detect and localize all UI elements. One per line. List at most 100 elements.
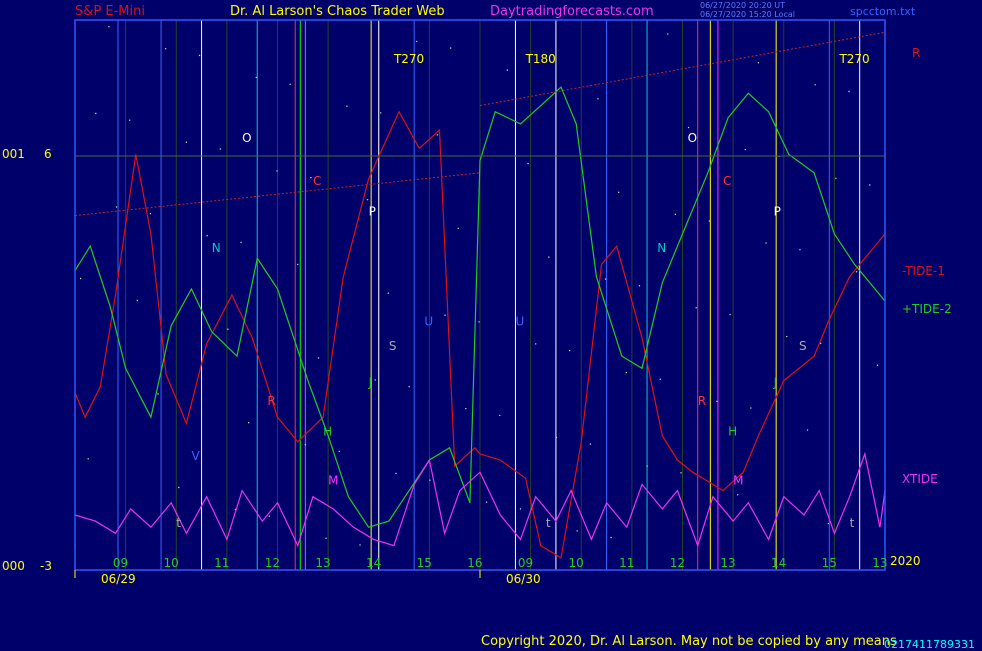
trail-dot: [610, 536, 612, 539]
hour-tick-label: 13: [872, 556, 887, 570]
hour-tick-label: 09: [518, 556, 533, 570]
trail-dot: [638, 285, 641, 287]
trail-dot: [380, 112, 382, 114]
series-xtide: [74, 451, 886, 548]
point-label: J: [773, 376, 778, 390]
hour-tick-label: 10: [164, 556, 179, 570]
trail-dot: [695, 307, 697, 309]
trail-dot: [519, 508, 522, 510]
point-label: t: [176, 516, 181, 530]
y-top-prefix: 001: [2, 147, 25, 161]
timestamp-local: 06/27/2020 15:20 Local: [700, 10, 795, 19]
point-label: P: [369, 205, 376, 219]
trail-dot: [338, 450, 340, 453]
point-label: S: [389, 339, 397, 353]
trail-dot: [848, 90, 850, 93]
y-top-label: 6: [44, 147, 52, 161]
trail-dot: [325, 537, 327, 539]
trail-dot: [449, 47, 452, 49]
point-label: N: [212, 241, 221, 255]
trail-dot: [506, 69, 509, 71]
trail-dot: [555, 436, 558, 439]
trail-dot: [527, 162, 529, 165]
trail-dot: [297, 263, 299, 266]
hour-tick-label: 16: [467, 556, 482, 570]
x-axis-labels: 09 10 11 12 13 14 15 16 09 10 11 12 13 14 15 13 06/29 06/…: [74, 556, 888, 586]
trail-dot: [687, 126, 690, 129]
trail-dot: [317, 357, 320, 359]
trail-dot: [618, 191, 620, 194]
tide2-legend: +TIDE-2: [902, 302, 952, 316]
copyright-notice: Copyright 2020, Dr. Al Larson. May not b…: [481, 634, 897, 649]
point-label: t: [850, 516, 855, 530]
point-label: P: [774, 205, 781, 219]
point-label: R: [698, 394, 706, 408]
hour-tick-label: 14: [366, 556, 381, 570]
point-label: N: [657, 241, 666, 255]
point-labels: O C P N U S J R H V Mt U O C P N S J R H Mt t T270 T180 T270: [176, 52, 869, 530]
trail-dot: [366, 198, 369, 201]
trail-dot: [499, 414, 501, 417]
trail-dot: [115, 206, 118, 208]
trail-dot: [568, 349, 571, 352]
point-label: J: [368, 376, 373, 390]
trail-dot: [589, 443, 592, 445]
point-label: O: [242, 131, 251, 145]
trail-dot: [625, 371, 628, 374]
trail-dot: [806, 429, 809, 431]
copyright-overflow: 0217411789331: [884, 638, 975, 651]
day-tick-label: 06/29: [101, 572, 136, 586]
trend-line-2: [479, 31, 886, 107]
trail-dot: [680, 472, 682, 474]
trail-dot: [765, 242, 767, 244]
y-bottom-prefix: 000: [2, 559, 25, 573]
grid-lines: [74, 20, 886, 570]
hour-tick-label: 10: [569, 556, 584, 570]
trail-dot: [240, 241, 242, 244]
point-label: T270: [393, 52, 424, 66]
trail-dot: [87, 458, 89, 460]
trail-dot: [227, 328, 229, 330]
point-label: S: [799, 339, 807, 353]
hour-tick-label: 11: [619, 556, 634, 570]
trail-dot: [827, 522, 829, 525]
trail-dot: [387, 292, 390, 294]
point-label: H: [728, 425, 737, 439]
xtide-legend: XTIDE: [902, 472, 938, 486]
trail-dot: [255, 76, 257, 79]
vertical-timing-lines: [74, 20, 886, 570]
trail-dot: [744, 148, 746, 151]
series-lines: [74, 86, 886, 559]
trail-dot: [708, 220, 711, 222]
trail-dot: [276, 170, 278, 172]
trail-dot: [268, 515, 271, 517]
point-label: C: [313, 174, 321, 188]
trail-dot: [346, 105, 348, 107]
trail-dot: [128, 119, 131, 121]
trail-dot: [534, 343, 537, 345]
symbol-title: S&P E-Mini: [75, 4, 145, 19]
hour-tick-label: 13: [315, 556, 330, 570]
point-label: M: [733, 473, 743, 487]
trail-dot: [206, 235, 208, 237]
trail-dot: [198, 54, 201, 57]
trail-dot: [646, 465, 648, 467]
hour-tick-label: 14: [771, 556, 786, 570]
trail-dot: [429, 479, 431, 481]
trail-dot: [247, 422, 250, 424]
hour-tick-label: 13: [720, 556, 735, 570]
trail-dot: [674, 213, 677, 216]
trail-dot: [750, 407, 752, 409]
trail-dot: [597, 98, 599, 100]
trail-dot: [444, 314, 446, 316]
trail-dot: [395, 472, 397, 475]
trail-dot: [289, 83, 291, 85]
trail-dot: [310, 176, 312, 179]
trail-dot: [478, 321, 480, 323]
r-label: R: [912, 46, 921, 60]
site-url[interactable]: Daytradingforecasts.com: [490, 4, 654, 19]
trail-dot: [814, 84, 816, 86]
dot-trails: [74, 26, 879, 547]
hour-tick-label: 15: [417, 556, 432, 570]
